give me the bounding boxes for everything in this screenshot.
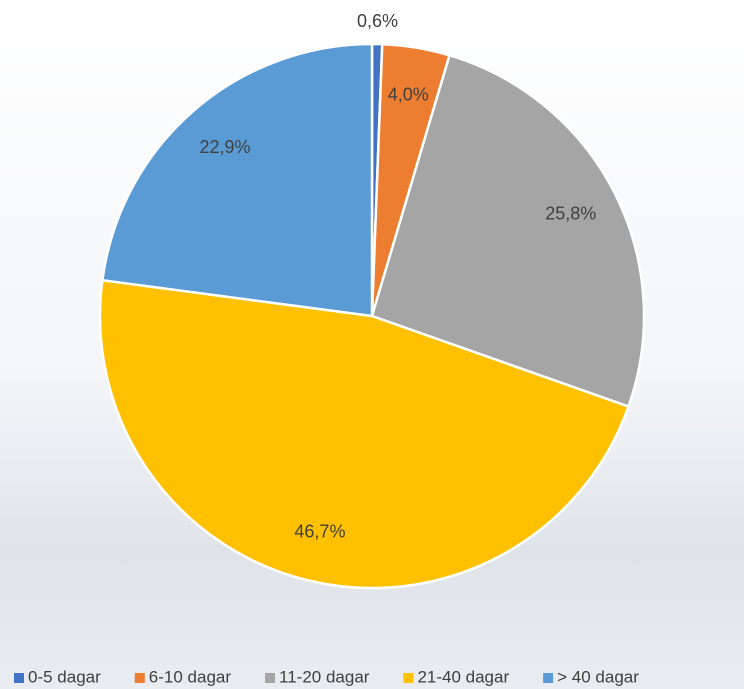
data-label: 22,9% (200, 137, 251, 157)
legend-swatch (403, 673, 414, 683)
data-label: 25,8% (545, 203, 596, 223)
legend: 0-5 dagar 6-10 dagar 11-20 dagar 21-40 daga… (14, 667, 639, 686)
legend-label: 6-10 dagar (149, 667, 232, 686)
legend-swatch (134, 673, 145, 683)
legend-swatch (14, 673, 24, 683)
legend-label: 0-5 dagar (28, 667, 101, 686)
pie-slice (100, 42, 374, 318)
legend-label: > 40 dagar (557, 667, 639, 686)
legend-swatch (265, 673, 276, 683)
pie (98, 42, 646, 590)
legend-label: 21-40 dagar (417, 667, 509, 686)
data-label: 0,6% (357, 11, 398, 31)
pie-slice (98, 278, 631, 590)
data-label: 46,7% (294, 522, 345, 542)
legend-swatch (543, 673, 554, 683)
data-labels: 0,6% 4,0% 25,8% 46,7% 22,9% (200, 11, 597, 542)
pie-slice (370, 53, 646, 409)
data-label: 4,0% (388, 85, 429, 105)
legend-label: 11-20 dagar (279, 667, 370, 686)
